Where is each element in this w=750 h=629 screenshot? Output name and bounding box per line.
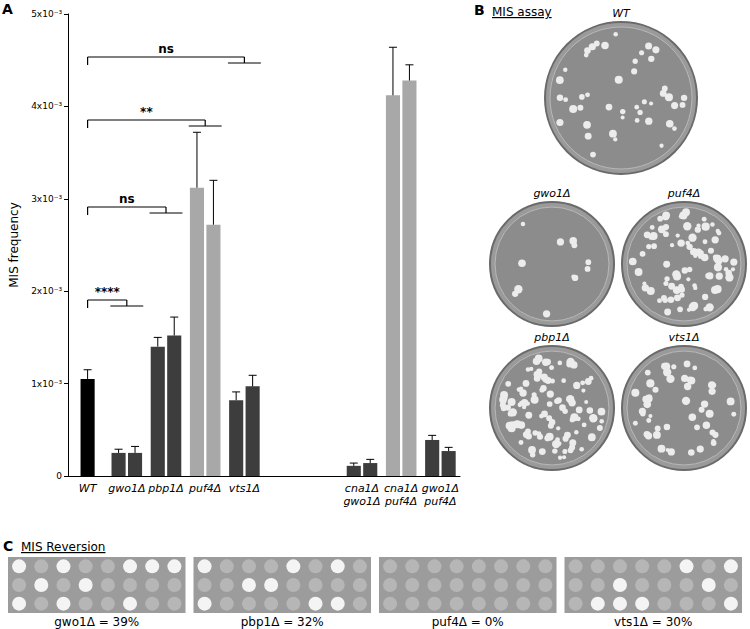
svg-text:vts1Δ: vts1Δ — [668, 331, 699, 344]
svg-text:vts1Δ: vts1Δ — [229, 482, 260, 495]
svg-text:gwo1Δ = 39%: gwo1Δ = 39% — [54, 615, 139, 629]
svg-text:WT: WT — [79, 482, 98, 495]
svg-text:ns: ns — [119, 192, 135, 206]
svg-text:MIS Reversion: MIS Reversion — [21, 540, 105, 554]
svg-text:MIS assay: MIS assay — [492, 5, 552, 19]
svg-text:puf4Δ = 0%: puf4Δ = 0% — [432, 615, 504, 629]
svg-text:gwo1Δ: gwo1Δ — [422, 482, 459, 495]
svg-text:****: **** — [95, 285, 121, 299]
svg-text:pbp1Δ: pbp1Δ — [533, 331, 569, 344]
svg-text:0: 0 — [56, 471, 62, 481]
svg-text:B: B — [474, 2, 485, 18]
svg-text:vts1Δ = 30%: vts1Δ = 30% — [614, 615, 692, 629]
svg-text:puf4Δ: puf4Δ — [384, 495, 417, 508]
svg-text:gwo1Δ: gwo1Δ — [533, 187, 570, 200]
svg-text:pbp1Δ: pbp1Δ — [147, 482, 183, 495]
svg-text:2x10⁻³: 2x10⁻³ — [31, 286, 62, 296]
svg-text:puf4Δ: puf4Δ — [667, 187, 700, 200]
svg-text:pbp1Δ = 32%: pbp1Δ = 32% — [241, 615, 324, 629]
svg-text:4x10⁻³: 4x10⁻³ — [31, 101, 62, 111]
svg-text:1x10⁻³: 1x10⁻³ — [31, 379, 62, 389]
svg-text:gwo1Δ: gwo1Δ — [108, 482, 145, 495]
svg-text:**: ** — [140, 105, 153, 119]
svg-text:cna1Δ: cna1Δ — [384, 482, 418, 495]
svg-text:puf4Δ: puf4Δ — [423, 495, 456, 508]
svg-text:gwo1Δ: gwo1Δ — [343, 495, 380, 508]
svg-text:MIS frequency: MIS frequency — [7, 202, 21, 288]
svg-text:puf4Δ: puf4Δ — [188, 482, 221, 495]
svg-text:C: C — [3, 538, 13, 554]
svg-text:5x10⁻³: 5x10⁻³ — [31, 9, 62, 19]
svg-text:cna1Δ: cna1Δ — [345, 482, 379, 495]
svg-text:WT: WT — [612, 7, 631, 20]
svg-text:3x10⁻³: 3x10⁻³ — [31, 194, 62, 204]
svg-text:ns: ns — [158, 42, 174, 56]
svg-text:A: A — [2, 1, 13, 17]
